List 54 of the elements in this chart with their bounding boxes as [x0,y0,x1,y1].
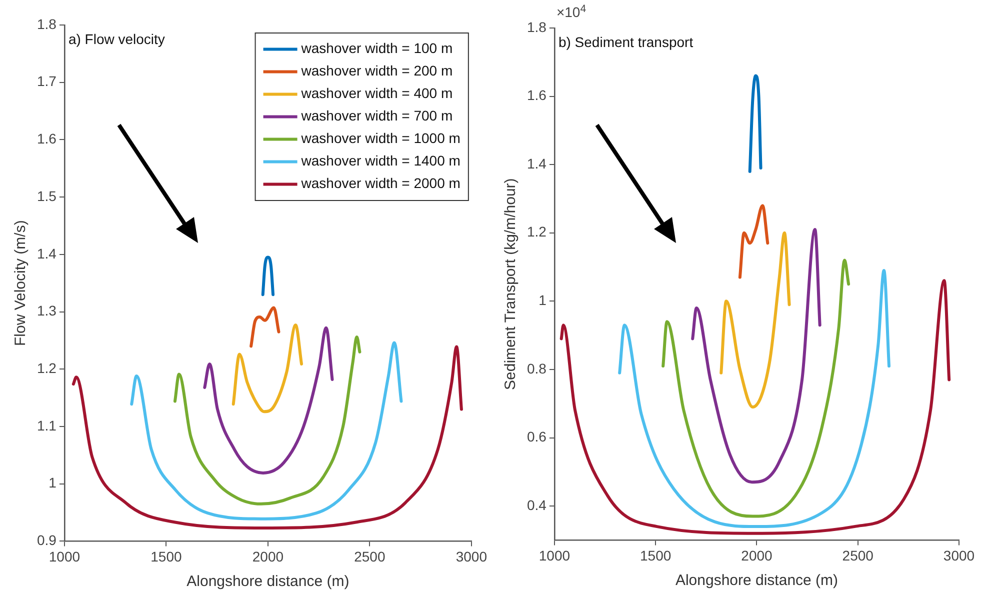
legend-label: washover width = 1400 m [300,152,460,169]
y-tick-label: 0.6 [526,428,547,445]
line-series [232,323,304,414]
x-tick-label: 3000 [943,547,975,564]
y-axis-title: Sediment Transport (kg/m/hour) [502,178,520,390]
line-series [738,204,770,279]
line-series [662,258,850,518]
line-series [203,326,334,474]
y-tick-label: 1.4 [36,245,57,262]
legend-label: washover width = 100 m [300,40,453,56]
y-tick-label: 1.2 [36,360,57,376]
chart-title: a) Flow velocity [68,30,165,47]
y-tick-label: 1 [538,292,547,308]
y-tick-label: 1.6 [526,87,547,104]
x-tick-label: 2500 [842,547,874,564]
legend-label: washover width = 400 m [300,85,453,102]
x-tick-label: 2000 [252,548,284,564]
line-series [130,341,403,520]
x-tick-label: 3000 [456,548,488,564]
x-tick-label: 1000 [538,547,570,564]
x-tick-label: 2000 [741,547,773,564]
x-axis-title: Alongshore distance (m) [186,573,350,590]
y-tick-label: 1.5 [36,188,57,204]
x-tick-label: 1500 [640,547,672,564]
line-series [560,279,951,535]
y-tick-label: 1.8 [526,18,547,35]
y-tick-label: 1.6 [36,130,57,147]
y-tick-label: 0.9 [36,532,57,548]
x-tick-label: 1500 [150,548,182,564]
y-tick-label: 1.4 [526,155,547,172]
line-series [720,231,791,409]
line-series [173,336,362,506]
y-tick-label: 1.3 [36,302,57,319]
y-tick-label: 1 [48,474,57,491]
legend-label: washover width = 200 m [300,62,453,79]
y-axis-title: Flow Velocity (m/s) [12,220,30,346]
legend-label: washover width = 2000 m [300,175,460,192]
line-series [618,268,891,528]
line-series [748,74,762,173]
line-series [250,306,280,348]
y-tick-label: 0.8 [526,360,547,376]
legend-label: washover width = 1000 m [300,130,460,146]
x-tick-label: 1000 [48,548,80,564]
y-tick-label: 0.4 [526,496,547,513]
y-tick-label: 1.1 [36,417,57,434]
legend-label: washover width = 700 m [300,108,453,124]
y-tick-label: 1.2 [526,224,547,240]
chart-title: b) Sediment transport [558,34,694,50]
line-series [72,345,463,530]
line-series [691,228,822,484]
x-tick-label: 2500 [354,548,386,564]
y-tick-label: 1.7 [36,73,57,90]
y-tick-label: 1.8 [36,16,57,32]
x-axis-title: Alongshore distance (m) [675,572,838,590]
